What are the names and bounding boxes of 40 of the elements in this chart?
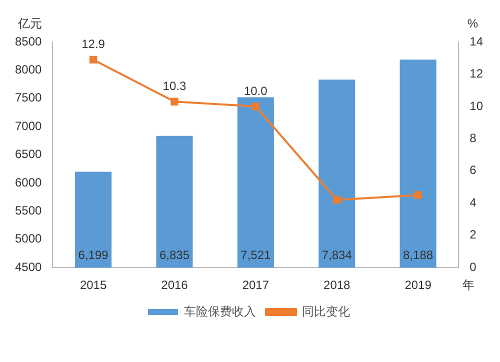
y-tick-label: 5500 bbox=[14, 204, 42, 218]
legend-label: 同比变化 bbox=[302, 304, 350, 318]
y-axis-title: 亿元 bbox=[17, 16, 42, 30]
y-tick-label: 8500 bbox=[14, 34, 42, 48]
y2-tick-label: 6 bbox=[470, 163, 477, 178]
data-label: 7,834 bbox=[322, 248, 352, 262]
point bbox=[414, 191, 422, 199]
y2-tick-label: 4 bbox=[470, 195, 477, 210]
y-tick-label: 7000 bbox=[14, 118, 42, 133]
y2-tick-label: 2 bbox=[470, 228, 477, 242]
legend-label: 车险保费收入 bbox=[184, 304, 256, 318]
point bbox=[333, 196, 341, 204]
point bbox=[252, 102, 260, 110]
y2-tick-label: 14 bbox=[470, 34, 484, 48]
data-label: 6,835 bbox=[159, 248, 190, 262]
y-tick-label: 5000 bbox=[14, 232, 42, 246]
y2-tick-label: 10 bbox=[470, 98, 484, 113]
x-tick-label: 2016 bbox=[161, 278, 188, 292]
y-tick-label: 6000 bbox=[14, 175, 42, 190]
data-label: 12.9 bbox=[82, 37, 106, 52]
y2-tick-label: 0 bbox=[470, 260, 477, 274]
y-tick-label: 4500 bbox=[14, 260, 42, 274]
x-tick-label: 2018 bbox=[324, 278, 351, 292]
data-label: 10.3 bbox=[162, 78, 186, 93]
y2-axis-title: % bbox=[467, 16, 478, 30]
y-tick-label: 7500 bbox=[14, 90, 42, 105]
data-label: 8,188 bbox=[403, 248, 434, 262]
y2-tick-label: 8 bbox=[470, 131, 477, 145]
x-axis-title: 年 bbox=[462, 278, 475, 292]
x-tick-label: 2017 bbox=[242, 278, 270, 292]
y2-tick-label: 12 bbox=[470, 66, 484, 81]
data-label: 6,199 bbox=[78, 248, 109, 262]
x-tick-label: 2015 bbox=[80, 278, 107, 292]
data-label: 7,521 bbox=[240, 248, 272, 262]
data-label: 10.0 bbox=[244, 84, 268, 98]
point bbox=[170, 98, 178, 106]
y-tick-label: 8000 bbox=[14, 62, 42, 77]
y-tick-label: 6500 bbox=[14, 147, 42, 162]
point bbox=[89, 56, 98, 64]
x-tick-label: 2019 bbox=[404, 278, 432, 292]
